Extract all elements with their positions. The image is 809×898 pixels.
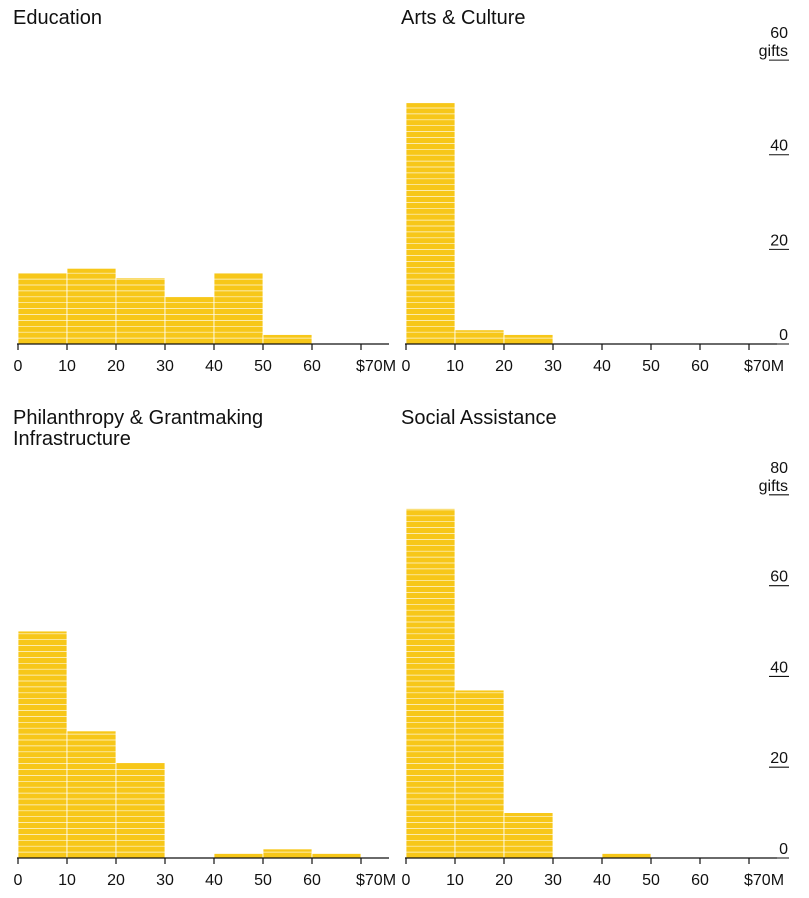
histogram-bar-fill	[213, 853, 264, 859]
y-tick-label: 60	[770, 25, 788, 42]
histogram-bar-fill	[262, 334, 313, 345]
x-tick-label: 0	[402, 358, 411, 375]
x-tick-label: 20	[495, 358, 513, 375]
x-tick-label: 60	[303, 872, 321, 889]
histogram-bar	[405, 508, 456, 859]
y-tick-label: 20	[770, 750, 788, 767]
y-tick-label: 0	[779, 841, 788, 858]
x-tick-label: 20	[107, 358, 125, 375]
x-tick-label: 20	[107, 872, 125, 889]
histogram-bar	[17, 272, 68, 345]
x-tick-label: 40	[205, 358, 223, 375]
x-tick-label: 0	[14, 872, 23, 889]
histogram-bar-fill	[66, 267, 117, 345]
histogram-bar	[115, 762, 166, 859]
y-tick-label: 20	[770, 232, 788, 249]
histogram-bar	[262, 334, 313, 345]
y-tick-label: 80	[770, 460, 788, 477]
histogram-bar	[601, 853, 652, 859]
histogram-bar	[405, 102, 456, 345]
histogram-bar-fill	[17, 630, 68, 859]
y-tick-label: 60	[770, 569, 788, 586]
histogram-bar	[66, 267, 117, 345]
histogram-bar-fill	[601, 853, 652, 859]
x-tick-label: 60	[691, 358, 709, 375]
histogram-bar	[17, 630, 68, 859]
x-tick-label: $70M	[356, 872, 396, 889]
histogram-bar-fill	[66, 730, 117, 859]
histogram-bar-fill	[115, 762, 166, 859]
y-tick-label: 40	[770, 659, 788, 676]
chart-panel: Education 0 10 20 30 40 50 60 $70M	[13, 7, 396, 375]
histogram-bar-fill	[454, 689, 505, 859]
x-tick-label: 20	[495, 872, 513, 889]
x-tick-label: $70M	[744, 358, 784, 375]
chart-title: Philanthropy & Grantmaking	[13, 407, 263, 429]
y-tick-label: 40	[770, 138, 788, 155]
x-tick-label: 50	[254, 358, 272, 375]
histogram-bar	[164, 296, 215, 345]
x-tick-label: 30	[544, 872, 562, 889]
x-tick-label: 50	[642, 358, 660, 375]
x-tick-label: $70M	[356, 358, 396, 375]
y-axis-unit-label: gifts	[759, 43, 788, 60]
histogram-bar-fill	[503, 812, 554, 859]
x-tick-label: 10	[446, 872, 464, 889]
chart-panel: Philanthropy & GrantmakingInfrastructure…	[13, 407, 396, 889]
histogram-bar	[311, 853, 362, 859]
y-axis-unit-label: gifts	[759, 478, 788, 495]
chart-title: Education	[13, 7, 102, 29]
histogram-bar-fill	[405, 102, 456, 345]
histogram-bar	[213, 272, 264, 345]
chart-title: Infrastructure	[13, 428, 131, 450]
x-tick-label: 0	[402, 872, 411, 889]
chart-title: Arts & Culture	[401, 7, 525, 29]
x-tick-label: 0	[14, 358, 23, 375]
x-tick-label: 50	[642, 872, 660, 889]
histogram-bar	[503, 334, 554, 345]
x-tick-label: 30	[156, 358, 174, 375]
chart-title: Social Assistance	[401, 407, 557, 429]
histogram-bar	[503, 812, 554, 859]
x-tick-label: $70M	[744, 872, 784, 889]
chart-panel: Social Assistance 0 10 20 30 40 50 60 $70M 0 20 40 6…	[401, 407, 789, 889]
histogram-bar	[66, 730, 117, 859]
histogram-bar	[213, 853, 264, 859]
x-tick-label: 60	[691, 872, 709, 889]
x-tick-label: 10	[58, 358, 76, 375]
histogram-bar	[115, 277, 166, 345]
histogram-bar	[454, 689, 505, 859]
histogram-bar-fill	[503, 334, 554, 345]
x-tick-label: 30	[156, 872, 174, 889]
x-tick-label: 60	[303, 358, 321, 375]
x-tick-label: 10	[446, 358, 464, 375]
histogram-bar-fill	[262, 848, 313, 859]
x-tick-label: 40	[205, 872, 223, 889]
x-tick-label: 30	[544, 358, 562, 375]
x-tick-label: 50	[254, 872, 272, 889]
y-tick-label: 0	[779, 327, 788, 344]
histogram-bar-fill	[311, 853, 362, 859]
histogram-bar-fill	[115, 277, 166, 345]
histogram-bar	[454, 329, 505, 345]
histogram-bar	[262, 848, 313, 859]
x-tick-label: 10	[58, 872, 76, 889]
x-tick-label: 40	[593, 358, 611, 375]
x-tick-label: 40	[593, 872, 611, 889]
histogram-bar-fill	[405, 508, 456, 859]
